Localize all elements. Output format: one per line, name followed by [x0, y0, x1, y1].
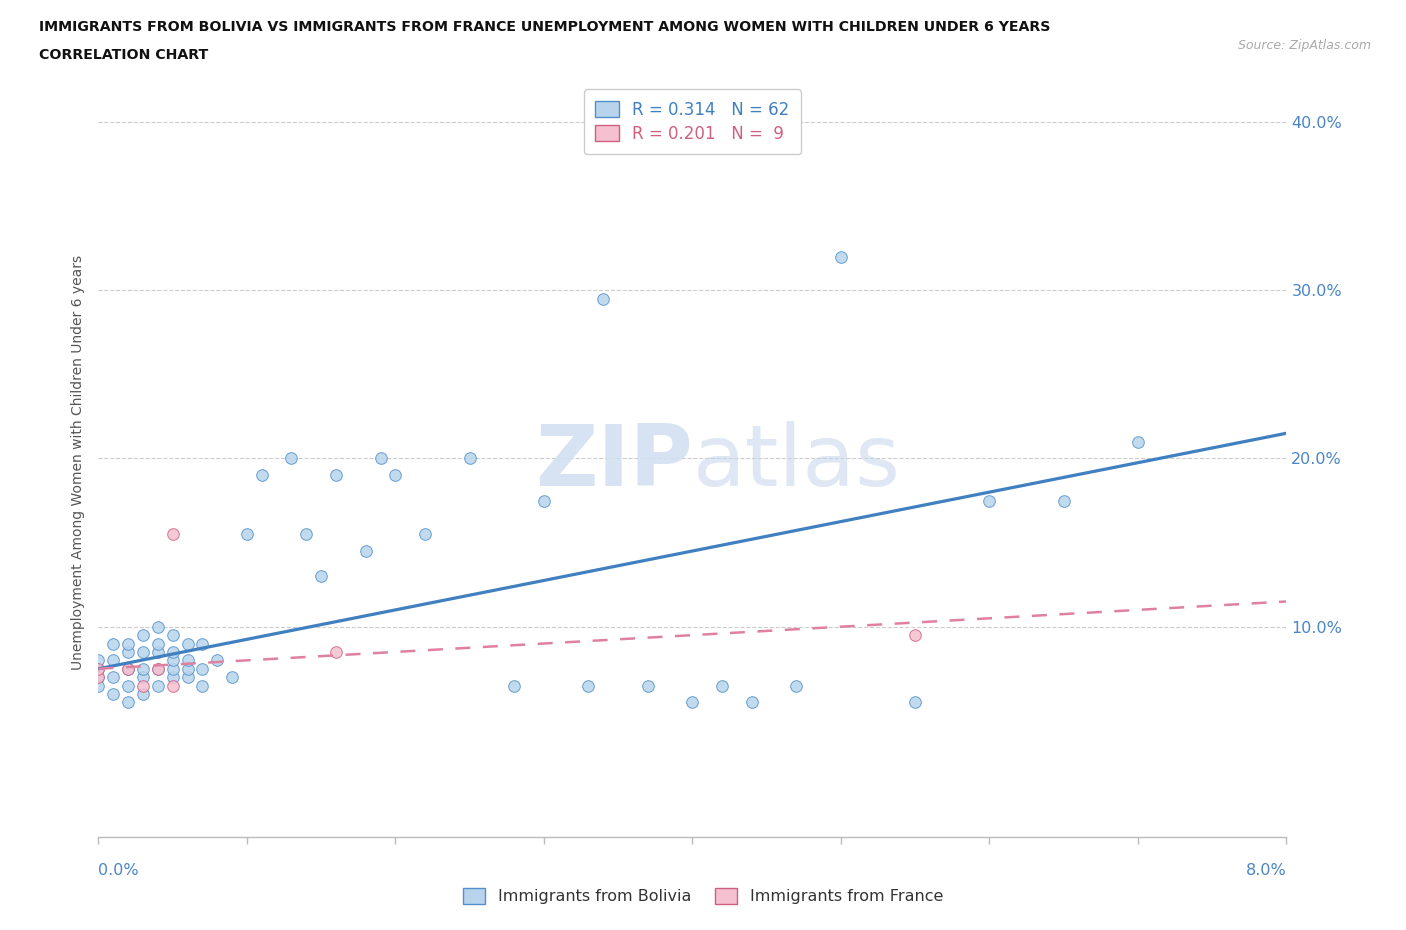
Point — [87, 678, 110, 693]
Point — [162, 526, 184, 541]
Text: ZIP: ZIP — [534, 421, 692, 504]
Text: 0.0%: 0.0% — [98, 863, 139, 878]
Point — [146, 644, 169, 659]
Text: CORRELATION CHART: CORRELATION CHART — [39, 48, 208, 62]
Point — [578, 678, 600, 693]
Point — [236, 526, 259, 541]
Point — [87, 653, 110, 668]
Point — [132, 661, 155, 676]
Point — [132, 628, 155, 643]
Point — [741, 695, 763, 710]
Point — [191, 678, 214, 693]
Point — [681, 695, 703, 710]
Point — [191, 661, 214, 676]
Point — [87, 661, 110, 676]
Point — [830, 249, 852, 264]
Point — [162, 644, 184, 659]
Point — [117, 678, 139, 693]
Point — [309, 569, 332, 584]
Point — [132, 686, 155, 701]
Point — [132, 644, 155, 659]
Point — [103, 670, 125, 684]
Point — [132, 678, 155, 693]
Point — [904, 695, 927, 710]
Point — [207, 653, 229, 668]
Point — [1126, 434, 1149, 449]
Point — [146, 661, 169, 676]
Point — [325, 644, 347, 659]
Point — [250, 468, 273, 483]
Point — [117, 644, 139, 659]
Point — [146, 678, 169, 693]
Point — [176, 653, 198, 668]
Point — [103, 686, 125, 701]
Y-axis label: Unemployment Among Women with Children Under 6 years: Unemployment Among Women with Children U… — [70, 255, 84, 671]
Point — [325, 468, 347, 483]
Point — [146, 661, 169, 676]
Point — [162, 628, 184, 643]
Point — [162, 661, 184, 676]
Point — [117, 661, 139, 676]
Point — [979, 493, 1001, 508]
Point — [162, 670, 184, 684]
Point — [191, 636, 214, 651]
Point — [503, 678, 526, 693]
Point — [117, 695, 139, 710]
Point — [103, 636, 125, 651]
Point — [87, 670, 110, 684]
Point — [87, 670, 110, 684]
Point — [354, 543, 377, 558]
Text: IMMIGRANTS FROM BOLIVIA VS IMMIGRANTS FROM FRANCE UNEMPLOYMENT AMONG WOMEN WITH : IMMIGRANTS FROM BOLIVIA VS IMMIGRANTS FR… — [39, 20, 1050, 34]
Point — [592, 291, 614, 306]
Point — [280, 451, 302, 466]
Point — [162, 653, 184, 668]
Point — [413, 526, 436, 541]
Point — [117, 636, 139, 651]
Point — [176, 636, 198, 651]
Point — [904, 628, 927, 643]
Legend: R = 0.314   N = 62, R = 0.201   N =  9: R = 0.314 N = 62, R = 0.201 N = 9 — [583, 89, 801, 154]
Point — [785, 678, 807, 693]
Point — [132, 670, 155, 684]
Point — [1053, 493, 1076, 508]
Point — [370, 451, 392, 466]
Point — [295, 526, 318, 541]
Point — [533, 493, 555, 508]
Text: Source: ZipAtlas.com: Source: ZipAtlas.com — [1237, 39, 1371, 52]
Legend: Immigrants from Bolivia, Immigrants from France: Immigrants from Bolivia, Immigrants from… — [456, 882, 950, 910]
Point — [162, 678, 184, 693]
Text: atlas: atlas — [692, 421, 900, 504]
Text: 8.0%: 8.0% — [1246, 863, 1286, 878]
Point — [117, 661, 139, 676]
Point — [146, 636, 169, 651]
Point — [87, 661, 110, 676]
Point — [637, 678, 659, 693]
Point — [384, 468, 406, 483]
Point — [176, 661, 198, 676]
Point — [221, 670, 243, 684]
Point — [176, 670, 198, 684]
Point — [146, 619, 169, 634]
Point — [458, 451, 481, 466]
Point — [711, 678, 734, 693]
Point — [103, 653, 125, 668]
